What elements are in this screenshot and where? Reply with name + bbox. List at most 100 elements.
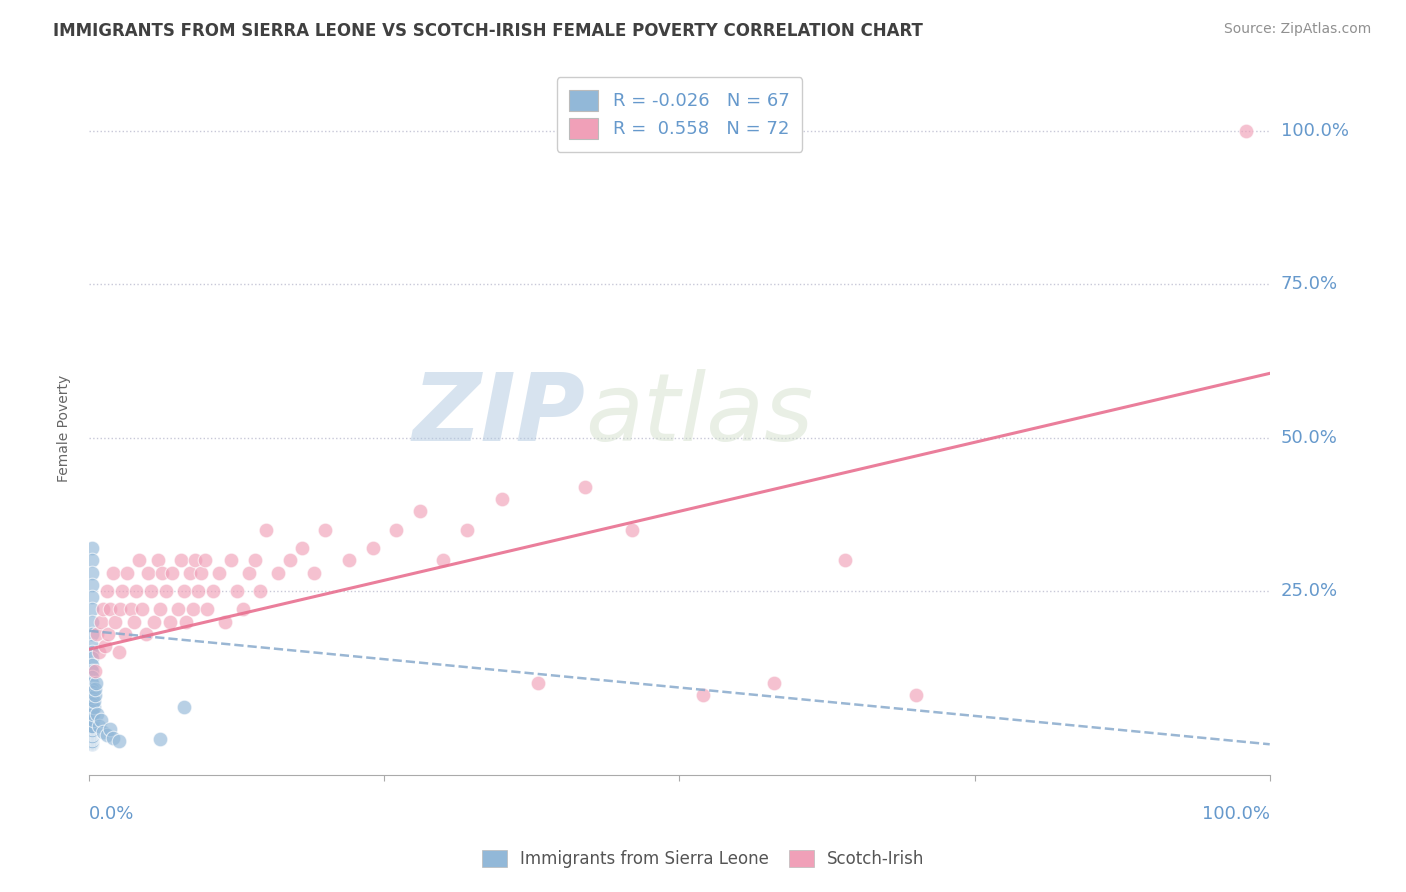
Point bbox=[80, 733, 103, 747]
Point bbox=[202, 584, 225, 599]
Point bbox=[90, 615, 112, 629]
Point bbox=[131, 602, 153, 616]
Point bbox=[170, 553, 193, 567]
Point bbox=[84, 688, 107, 702]
Point bbox=[100, 722, 122, 736]
Point bbox=[834, 553, 856, 567]
Point bbox=[80, 735, 103, 749]
Point bbox=[135, 627, 157, 641]
Point bbox=[83, 694, 105, 708]
Point bbox=[80, 578, 103, 592]
Point bbox=[80, 694, 103, 708]
Point bbox=[219, 553, 242, 567]
Point bbox=[174, 615, 197, 629]
Point bbox=[80, 676, 103, 690]
Point bbox=[101, 566, 124, 580]
Point bbox=[80, 722, 103, 736]
Point bbox=[80, 726, 103, 740]
Point bbox=[243, 553, 266, 567]
Point bbox=[173, 584, 195, 599]
Point bbox=[187, 584, 209, 599]
Point bbox=[86, 706, 108, 721]
Point bbox=[80, 728, 103, 742]
Text: 75.0%: 75.0% bbox=[1281, 276, 1339, 293]
Point bbox=[80, 590, 103, 604]
Point bbox=[291, 541, 314, 555]
Point bbox=[385, 523, 408, 537]
Point bbox=[80, 722, 103, 736]
Point bbox=[80, 735, 103, 749]
Point bbox=[80, 729, 103, 743]
Point bbox=[80, 541, 103, 555]
Point bbox=[125, 584, 148, 599]
Point bbox=[80, 691, 103, 706]
Point bbox=[136, 566, 159, 580]
Point bbox=[80, 651, 103, 665]
Point bbox=[621, 523, 644, 537]
Point bbox=[337, 553, 360, 567]
Point bbox=[267, 566, 290, 580]
Text: 0.0%: 0.0% bbox=[89, 805, 135, 823]
Point bbox=[84, 664, 107, 678]
Point bbox=[107, 734, 129, 748]
Point bbox=[80, 731, 103, 746]
Point bbox=[159, 615, 181, 629]
Point bbox=[214, 615, 236, 629]
Point bbox=[80, 615, 103, 629]
Point bbox=[190, 566, 212, 580]
Point bbox=[762, 676, 785, 690]
Point bbox=[194, 553, 217, 567]
Point bbox=[111, 584, 134, 599]
Point bbox=[104, 615, 127, 629]
Point bbox=[160, 566, 183, 580]
Text: 100.0%: 100.0% bbox=[1202, 805, 1270, 823]
Point bbox=[249, 584, 271, 599]
Point bbox=[80, 719, 103, 733]
Point bbox=[80, 731, 103, 746]
Text: ZIP: ZIP bbox=[412, 368, 585, 460]
Text: IMMIGRANTS FROM SIERRA LEONE VS SCOTCH-IRISH FEMALE POVERTY CORRELATION CHART: IMMIGRANTS FROM SIERRA LEONE VS SCOTCH-I… bbox=[53, 22, 924, 40]
Point bbox=[149, 732, 172, 747]
Point bbox=[208, 566, 231, 580]
Point bbox=[149, 602, 172, 616]
Point bbox=[82, 706, 104, 721]
Point bbox=[80, 736, 103, 750]
Point bbox=[181, 602, 204, 616]
Point bbox=[101, 731, 124, 746]
Point bbox=[96, 728, 118, 742]
Point bbox=[80, 737, 103, 751]
Point bbox=[254, 523, 277, 537]
Point bbox=[155, 584, 177, 599]
Point bbox=[80, 688, 103, 702]
Point bbox=[143, 615, 166, 629]
Point bbox=[84, 682, 107, 697]
Point bbox=[80, 727, 103, 741]
Point bbox=[80, 645, 103, 659]
Legend: Immigrants from Sierra Leone, Scotch-Irish: Immigrants from Sierra Leone, Scotch-Iri… bbox=[475, 843, 931, 875]
Legend: R = -0.026   N = 67, R =  0.558   N = 72: R = -0.026 N = 67, R = 0.558 N = 72 bbox=[557, 78, 803, 152]
Point bbox=[93, 602, 115, 616]
Point bbox=[80, 725, 103, 739]
Point bbox=[80, 639, 103, 653]
Point bbox=[80, 706, 103, 721]
Point bbox=[86, 676, 108, 690]
Point bbox=[83, 700, 105, 714]
Point bbox=[90, 713, 112, 727]
Point bbox=[139, 584, 162, 599]
Point bbox=[80, 602, 103, 616]
Point bbox=[80, 734, 103, 748]
Point bbox=[692, 688, 714, 702]
Point bbox=[278, 553, 301, 567]
Point bbox=[120, 602, 142, 616]
Point bbox=[93, 725, 115, 739]
Point bbox=[146, 553, 169, 567]
Point bbox=[904, 688, 927, 702]
Point bbox=[82, 713, 104, 727]
Point bbox=[80, 566, 103, 580]
Point bbox=[80, 627, 103, 641]
Point bbox=[80, 732, 103, 747]
Point bbox=[86, 627, 108, 641]
Point bbox=[107, 645, 129, 659]
Point bbox=[166, 602, 188, 616]
Point bbox=[80, 723, 103, 737]
